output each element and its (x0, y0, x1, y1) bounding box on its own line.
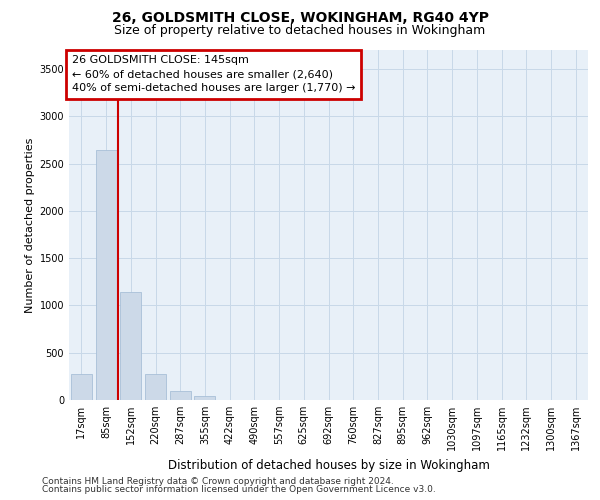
Text: 26 GOLDSMITH CLOSE: 145sqm
← 60% of detached houses are smaller (2,640)
40% of s: 26 GOLDSMITH CLOSE: 145sqm ← 60% of deta… (71, 56, 355, 94)
Y-axis label: Number of detached properties: Number of detached properties (25, 138, 35, 312)
Text: 26, GOLDSMITH CLOSE, WOKINGHAM, RG40 4YP: 26, GOLDSMITH CLOSE, WOKINGHAM, RG40 4YP (112, 11, 488, 25)
Bar (120, 292, 141, 400)
Text: Contains public sector information licensed under the Open Government Licence v3: Contains public sector information licen… (42, 485, 436, 494)
X-axis label: Distribution of detached houses by size in Wokingham: Distribution of detached houses by size … (167, 458, 490, 471)
Bar (145, 374, 166, 400)
Text: Size of property relative to detached houses in Wokingham: Size of property relative to detached ho… (115, 24, 485, 37)
Text: Contains HM Land Registry data © Crown copyright and database right 2024.: Contains HM Land Registry data © Crown c… (42, 477, 394, 486)
Bar (71, 374, 92, 400)
Bar (170, 392, 191, 400)
Bar (194, 396, 215, 400)
Bar (95, 150, 116, 400)
